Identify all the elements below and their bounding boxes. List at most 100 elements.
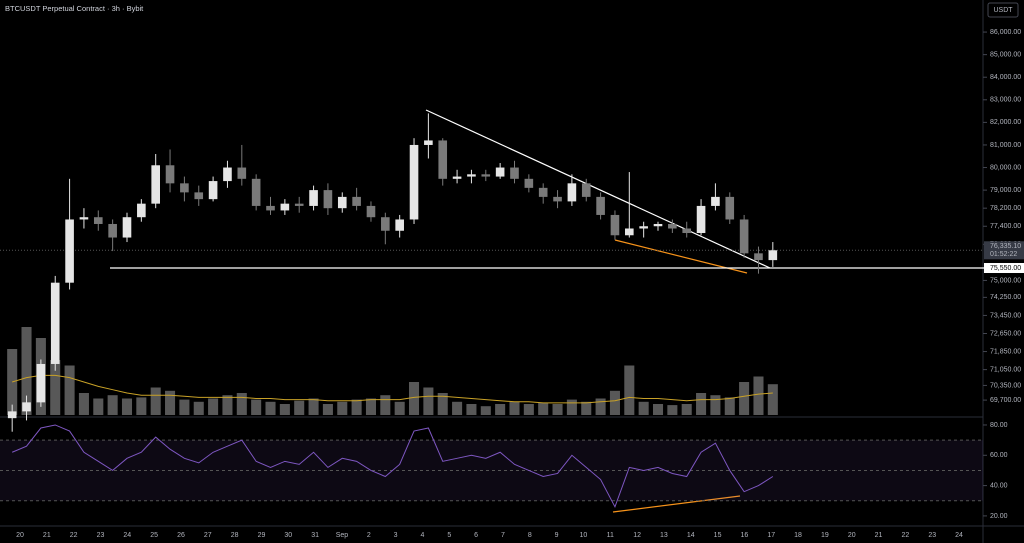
candle-body [137,203,146,218]
chart-title: BTCUSDT Perpetual Contract · 3h · Bybit [5,4,144,13]
volume-bar [753,376,764,415]
x-tick-label: 23 [928,532,936,539]
volume-bar [509,401,520,415]
y-tick-label: 80,000.00 [990,164,1021,171]
x-tick-label: 14 [687,532,695,539]
x-tick-label: 9 [555,532,559,539]
x-tick-label: 16 [741,532,749,539]
y-tick-label: 70,350.00 [990,382,1021,389]
volume-bar [222,395,233,415]
volume-bar [495,404,506,415]
candle-body [366,205,376,218]
trend-line [425,109,771,269]
currency-button[interactable] [987,2,1019,18]
volume-bar [193,401,204,415]
candle-body [280,203,290,211]
volume-bar [739,382,750,415]
volume-bar [251,399,262,415]
x-tick-label: Sep [336,532,349,539]
volume-bar [552,404,563,415]
rsi-y-tick-label: 20.00 [990,513,1008,520]
y-tick-label: 71,050.00 [990,366,1021,373]
x-tick-label: 4 [420,532,424,539]
volume-bar [696,393,707,415]
countdown-label: 01:52:22 [990,251,1017,258]
volume-bar [724,397,735,415]
volume-bar [351,399,362,415]
candle-body [36,363,46,403]
volume-bar [236,393,247,415]
volume-bar [308,398,319,415]
volume-bar [437,393,448,415]
candle-body [768,250,778,261]
volume-bar [452,401,463,415]
volume-bar [21,327,32,415]
candle-body [510,167,519,179]
volume-bar [480,406,491,415]
volume-bar [365,398,376,415]
candle-body [495,167,505,177]
last-price-label: 76,335.10 [990,243,1021,250]
x-tick-label: 7 [501,532,505,539]
currency-label[interactable]: USDT [993,7,1013,14]
volume-bar [581,401,592,415]
candle-body [165,165,175,184]
last-price-box [984,241,1024,260]
candle-body [739,219,749,254]
candle-body [352,196,361,206]
volume-bar [380,395,391,415]
x-tick-label: 5 [447,532,451,539]
volume-bar [78,393,89,415]
volume-bar [179,399,190,415]
candle-body [93,217,103,224]
y-tick-label: 86,000.00 [990,29,1021,36]
y-tick-label: 69,700.00 [990,397,1021,404]
volume-bar [595,398,606,415]
y-tick-label: 78,200.00 [990,205,1021,212]
y-tick-label: 84,000.00 [990,74,1021,81]
x-tick-label: 24 [955,532,963,539]
x-tick-label: 3 [394,532,398,539]
rsi-line [11,424,774,509]
x-tick-label: 27 [204,532,212,539]
candle-body [438,140,448,179]
volume-bar [624,365,635,415]
volume-bar [609,390,620,415]
x-tick-label: 12 [633,532,641,539]
x-tick-label: 8 [528,532,532,539]
candle-body [553,196,562,202]
x-tick-label: 23 [97,532,105,539]
volume-bar [208,398,219,415]
volume-bar [652,404,664,415]
candle-body [725,196,735,220]
candle-body [237,167,247,179]
x-tick-label: 21 [875,532,883,539]
y-tick-label: 85,000.00 [990,51,1021,58]
volume-bar [409,382,420,415]
volume-bar [523,404,534,415]
candle-body [151,165,160,204]
candle-body [395,219,404,231]
x-tick-label: 17 [767,532,775,539]
candle-body [610,214,620,236]
volume-bar [423,387,434,415]
x-tick-label: 26 [177,532,185,539]
candle-body [596,196,605,215]
candle-body [122,217,132,238]
x-tick-label: 13 [660,532,668,539]
volume-bar [322,404,333,415]
candle-body [323,190,333,209]
candle-body [381,217,390,231]
volume-bar [136,397,147,415]
candle-body [696,205,706,234]
x-tick-label: 6 [474,532,478,539]
volume-bar [165,390,176,415]
candle-body [223,167,232,182]
candle-body [754,253,763,261]
x-tick-label: 19 [821,532,829,539]
candle-body [194,192,204,200]
x-tick-label: 25 [150,532,158,539]
